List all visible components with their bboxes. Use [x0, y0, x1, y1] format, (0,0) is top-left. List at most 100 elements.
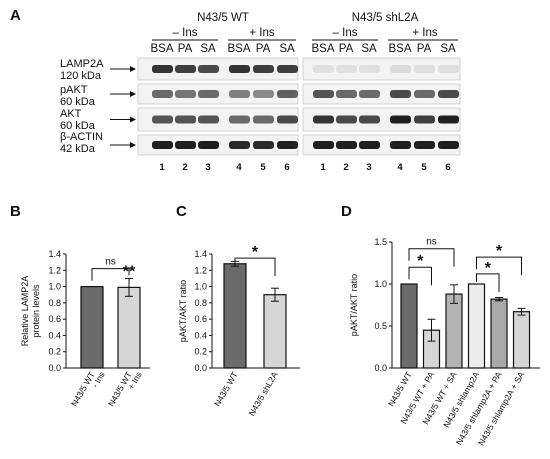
blot-band	[229, 141, 250, 149]
lane-numbers: 1 2 3 4 5 6 1 2 3 4 5 6	[159, 162, 450, 173]
blot-band	[414, 90, 435, 98]
lane-header: SA	[361, 43, 377, 55]
y-tick-label: 0.8	[48, 298, 61, 308]
significance-bracket	[408, 248, 455, 267]
category-label: N43/5 WT	[69, 370, 97, 408]
y-tick-label: 0.0	[194, 363, 207, 373]
significance-bracket	[476, 273, 500, 292]
blot-band	[359, 141, 380, 149]
group-sh-title: N43/5 shL2A	[352, 12, 419, 24]
sh-ins-minus: – Ins	[333, 27, 358, 39]
significance-label: ns	[105, 257, 116, 268]
y-tick-label: 1.0	[48, 282, 61, 292]
y-tick-label: 0.2	[48, 347, 61, 357]
y-tick-label: 1.0	[374, 279, 387, 289]
blot-name: β-ACTIN	[60, 131, 103, 143]
lane-header: BSA	[227, 43, 250, 55]
bar	[117, 286, 141, 369]
category-label: N43/5 WT	[212, 370, 240, 408]
blot-size: 120 kDa	[60, 70, 102, 82]
blot-band	[229, 115, 250, 124]
significance-bracket	[408, 266, 432, 286]
lane-header: SA	[200, 43, 216, 55]
blot-band	[175, 115, 196, 124]
blot-band	[175, 141, 196, 149]
blot-arrowhead	[130, 66, 136, 72]
blot-band	[152, 65, 173, 73]
blot-band	[152, 115, 173, 124]
lane-number: 5	[421, 162, 427, 173]
lane-header: PA	[178, 43, 193, 55]
blot-band	[175, 65, 196, 73]
wt-ins-plus: + Ins	[249, 27, 275, 39]
bar	[512, 311, 531, 369]
blot-band	[313, 115, 334, 124]
bar	[445, 293, 463, 369]
lane-header: PA	[417, 43, 432, 55]
y-tick-label: 1.2	[194, 265, 207, 275]
blot-band	[277, 65, 298, 73]
blot-band	[175, 90, 196, 98]
blot-size: 42 kDa	[60, 143, 96, 155]
blot-band	[359, 115, 380, 124]
significance-bracket	[476, 256, 522, 276]
group-wt-title: N43/5 WT	[197, 12, 249, 24]
blot-band	[229, 65, 250, 73]
chart-panel-c: 0.0 0.2 0.4 0.6 0.8 1.0 1.2 1.4 pAKT/AKT ratio N4…	[178, 244, 300, 418]
significance-label: **	[123, 263, 136, 280]
significance-label: *	[485, 260, 492, 277]
lane-header: BSA	[311, 43, 334, 55]
bar	[80, 285, 104, 369]
panel-a-label: A	[10, 7, 21, 24]
blot-size: 60 kDa	[60, 96, 96, 108]
lane-header: PA	[256, 43, 271, 55]
lane-header: BSA	[150, 43, 173, 55]
blot-band	[438, 90, 459, 98]
bar	[490, 298, 508, 369]
blot-band	[253, 65, 274, 73]
blot-size: 60 kDa	[60, 120, 96, 132]
lane-number: 4	[236, 162, 242, 173]
blot-band	[336, 141, 357, 149]
blot-band	[313, 141, 334, 149]
significance-label: *	[496, 243, 503, 260]
significance-label: *	[417, 253, 424, 270]
blot-band	[229, 90, 250, 98]
lane-header: SA	[279, 43, 295, 55]
blot-band	[313, 65, 334, 73]
y-tick-label: 0.6	[194, 314, 207, 324]
blot-band	[277, 90, 298, 98]
y-tick-label: 0.2	[194, 347, 207, 357]
blot-band	[277, 115, 298, 124]
blot-band	[336, 65, 357, 73]
blot-name: pAKT	[60, 84, 88, 96]
blot-band	[198, 115, 219, 124]
lane-number: 2	[182, 162, 187, 173]
lane-number: 1	[159, 162, 165, 173]
blot-name: AKT	[60, 108, 82, 120]
blot-membrane	[302, 107, 461, 132]
panel-d-label: D	[341, 203, 352, 220]
blot-band	[390, 65, 411, 73]
blot-band	[390, 115, 411, 124]
blot-band	[313, 90, 334, 98]
significance-bracket	[91, 268, 130, 281]
lane-header: SA	[440, 43, 456, 55]
bar	[223, 263, 247, 369]
significance-bracket	[234, 257, 276, 277]
lane-headers: BSA PA SA BSA PA SA BSA PA SA BSA PA SA	[150, 43, 456, 55]
blot-name: LAMP2A	[60, 58, 104, 70]
blot-band	[198, 90, 219, 98]
lane-number: 2	[343, 162, 348, 173]
significance-label: *	[252, 244, 259, 261]
y-tick-label: 1.0	[194, 282, 207, 292]
bar	[263, 294, 287, 369]
lane-number: 1	[320, 162, 326, 173]
blot-band	[438, 115, 459, 124]
lane-number: 3	[205, 162, 210, 173]
blot-band	[390, 90, 411, 98]
panel-c-label: C	[176, 203, 187, 220]
blot-band	[198, 141, 219, 149]
